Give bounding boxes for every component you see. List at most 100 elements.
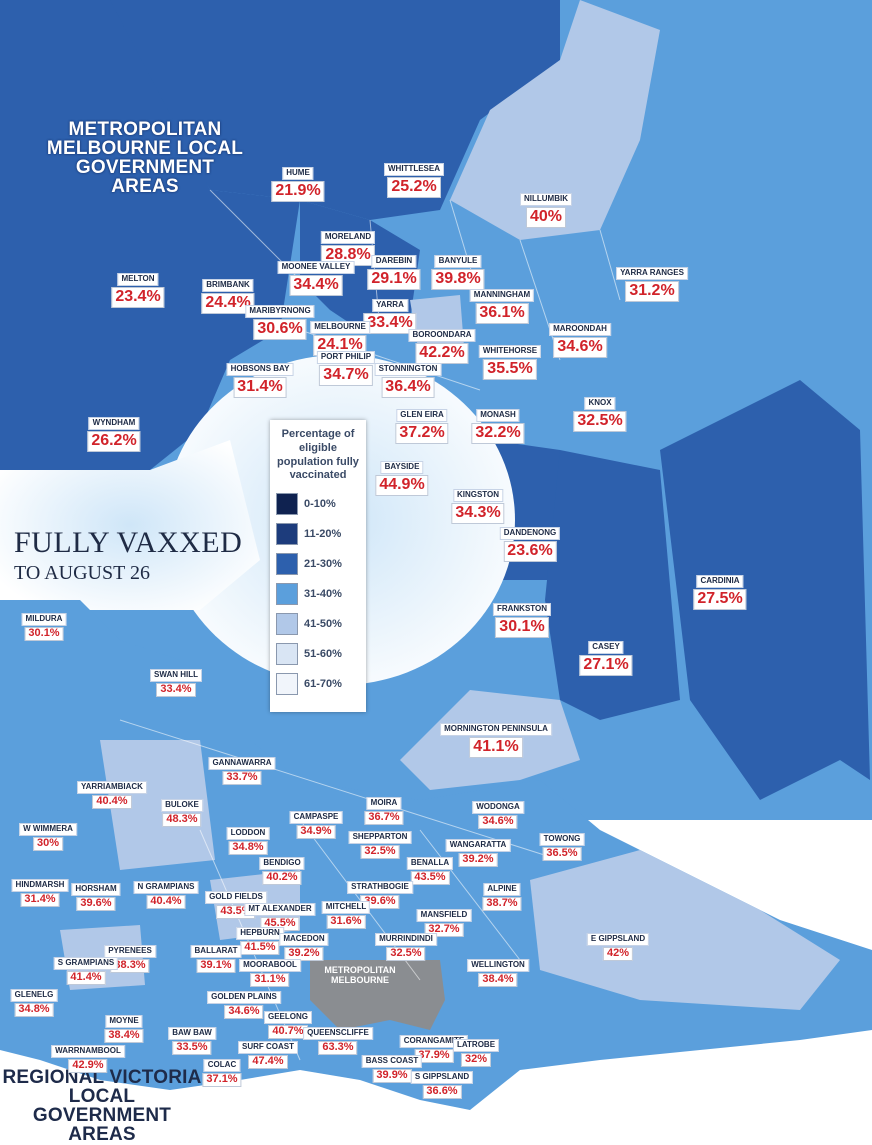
lga-percentage: 24.1% [313,335,367,356]
lga-name: DAREBIN [371,255,417,268]
lga-label: WARRNAMBOOL 42.9% [51,1040,125,1073]
lga-label: GLENELG 34.8% [10,984,58,1017]
lga-label: MARIBYRNONG 30.6% [245,300,315,340]
lga-label: E GIPPSLAND 42% [586,928,650,961]
lga-percentage: 63.3% [318,1041,358,1055]
lga-name: MOONEE VALLEY [277,261,355,274]
lga-label: MT ALEXANDER 45.5% [244,898,316,931]
lga-percentage: 40.4% [92,795,132,809]
lga-percentage: 31.4% [20,893,60,907]
lga-percentage: 26.2% [87,431,141,452]
lga-label: GOLDEN PLAINS 34.6% [207,986,281,1019]
legend-label: 0-10% [304,498,336,510]
lga-name: MORELAND [320,231,376,244]
lga-name: STONNINGTON [374,363,442,376]
region-casey [545,450,680,720]
lga-name: FRANKSTON [492,603,552,616]
lga-percentage: 32% [460,1053,492,1067]
lga-label: KINGSTON 34.3% [451,484,505,524]
lga-label: LODDON 34.8% [226,822,270,855]
legend-label: 11-20% [304,528,342,540]
lga-label: MITCHELL 31.6% [321,896,371,929]
lga-percentage: 41.1% [469,737,523,758]
legend: Percentage of eligible population fully … [270,420,366,712]
legend-label: 51-60% [304,648,342,660]
lga-percentage: 41.5% [240,941,280,955]
legend-label: 41-50% [304,618,342,630]
lga-label: WANGARATTA 39.2% [445,834,511,867]
lga-name: S GIPPSLAND [410,1071,474,1084]
lga-name: GLENELG [10,989,58,1002]
lga-label: MURRINDINDI 32.5% [375,928,437,961]
lga-label: MOIRA 36.7% [364,792,404,825]
lga-name: BOROONDARA [408,329,476,342]
lga-label: MELBOURNE 24.1% [310,316,370,356]
legend-swatch [276,673,298,695]
legend-item: 0-10% [270,489,366,519]
lga-label: SURF COAST 47.4% [238,1036,298,1069]
lga-name: BAW BAW [168,1027,216,1040]
lga-percentage: 33.5% [172,1041,212,1055]
lga-label: WHITTLESEA 25.2% [384,158,444,198]
legend-label: 21-30% [304,558,342,570]
lga-label: HORSHAM 39.6% [71,878,121,911]
legend-swatch [276,583,298,605]
lga-name: MILDURA [21,613,67,626]
lga-name: GOLDEN PLAINS [207,991,281,1004]
lga-name: MOIRA [366,797,402,810]
page-title: FULLY VAXXED [14,526,243,559]
lga-percentage: 31.6% [326,915,366,929]
lga-name: COLAC [203,1059,241,1072]
lga-name: YARRA [372,299,408,312]
lga-percentage: 32.5% [573,411,627,432]
lga-label: STONNINGTON 36.4% [374,358,442,398]
lga-label: GANNAWARRA 33.7% [208,752,276,785]
lga-name: MURRINDINDI [375,933,437,946]
lga-label: MONASH 32.2% [471,404,525,444]
lga-percentage: 39.2% [284,947,324,961]
lga-name: MONASH [476,409,520,422]
lga-label: CAMPASPE 34.9% [289,806,343,839]
lga-percentage: 42.9% [68,1059,108,1073]
lga-percentage: 35.5% [483,359,537,380]
lga-percentage: 38.4% [104,1029,144,1043]
lga-label: YARRA RANGES 31.2% [616,262,688,302]
lga-name: BENDIGO [259,857,305,870]
lga-label: BAW BAW 33.5% [168,1022,216,1055]
lga-name: KINGSTON [452,489,504,502]
lga-label: STRATHBOGIE 39.6% [347,876,413,909]
lga-name: N GRAMPIANS [133,881,199,894]
lga-label: YARRA 33.4% [363,294,417,334]
lga-percentage: 40% [525,207,567,228]
lga-percentage: 31.4% [233,377,287,398]
lga-percentage: 23.4% [111,287,165,308]
lga-label: CARDINIA 27.5% [693,570,747,610]
legend-swatch [276,493,298,515]
lga-percentage: 32.2% [471,423,525,444]
regional-heading: REGIONAL VICTORIA LOCAL GOVERNMENT AREAS [2,1067,202,1145]
lga-label: MANNINGHAM 36.1% [469,284,535,324]
lga-percentage: 34.8% [228,841,268,855]
lga-label: MANSFIELD 32.7% [416,904,472,937]
lga-percentage: 30.6% [253,319,307,340]
lga-label: HINDMARSH 31.4% [11,874,69,907]
lga-percentage: 39.1% [196,959,236,973]
lga-name: MT ALEXANDER [244,903,316,916]
lga-name: WANGARATTA [445,839,511,852]
lga-label: WYNDHAM 26.2% [87,412,141,452]
lga-label: DANDENONG 23.6% [499,522,561,562]
lga-label: PYRENEES 38.3% [104,940,156,973]
lga-label: NILLUMBIK 40% [520,188,572,228]
lga-label: QUEENSCLIFFE 63.3% [303,1022,373,1055]
lga-percentage: 34.4% [289,275,343,296]
legend-swatch [276,643,298,665]
lga-name: GOLD FIELDS [205,891,267,904]
lga-name: PYRENEES [104,945,156,958]
lga-percentage: 27.1% [579,655,633,676]
lga-name: DANDENONG [499,527,561,540]
lga-percentage: 34.8% [14,1003,54,1017]
legend-item: 41-50% [270,609,366,639]
lga-percentage: 41.4% [66,971,106,985]
lga-name: BULOKE [161,799,203,812]
lga-label: S GRAMPIANS 41.4% [53,952,119,985]
